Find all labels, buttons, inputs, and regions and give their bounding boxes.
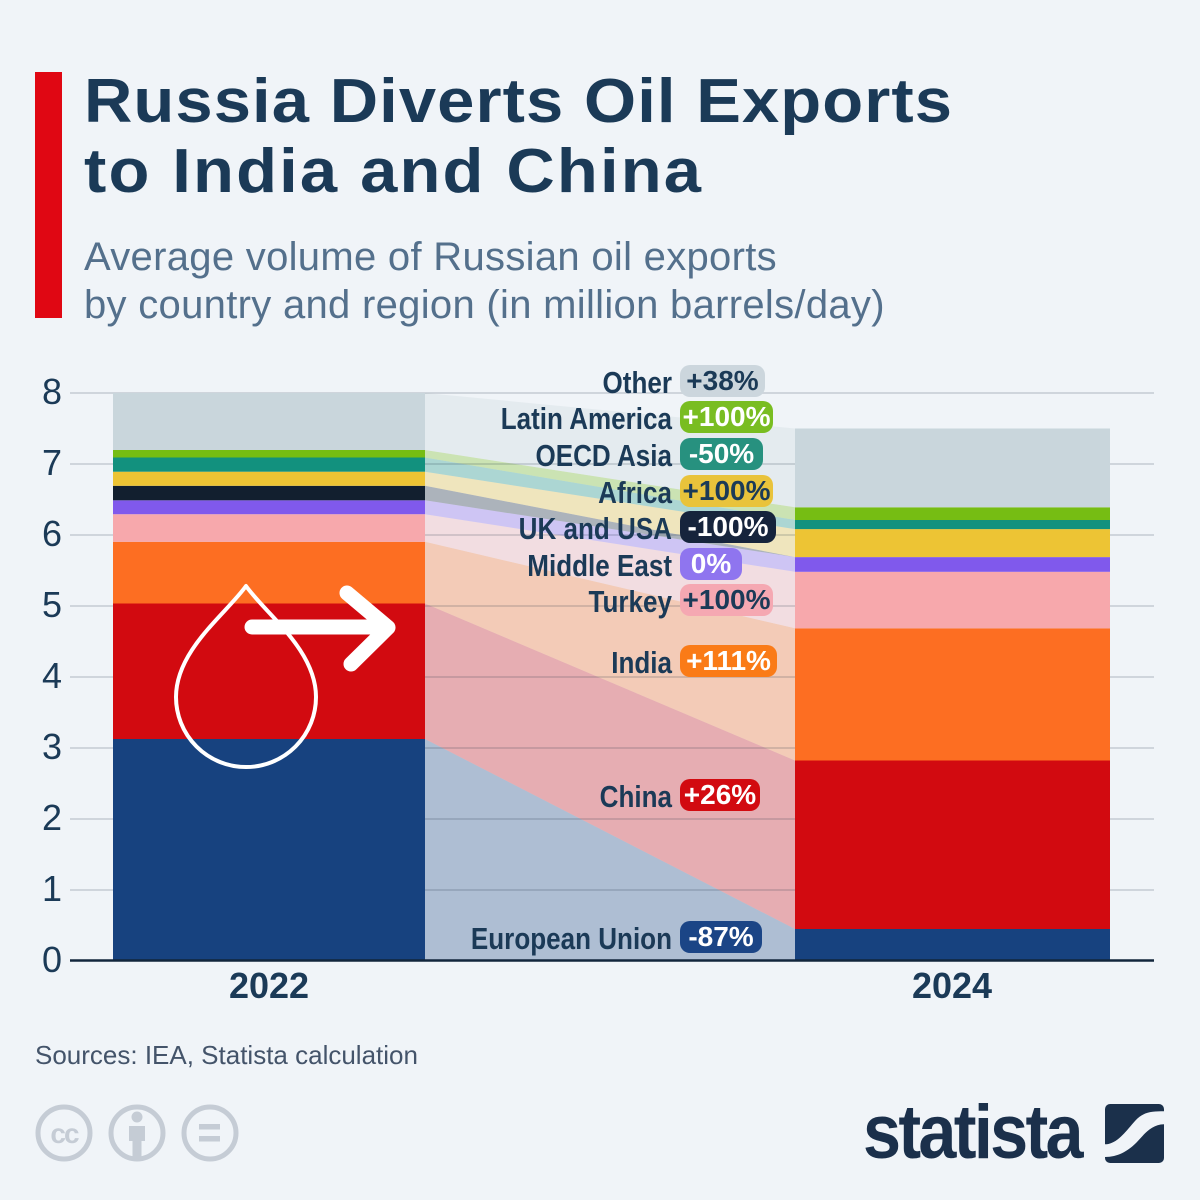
svg-text:cc: cc	[50, 1118, 79, 1149]
